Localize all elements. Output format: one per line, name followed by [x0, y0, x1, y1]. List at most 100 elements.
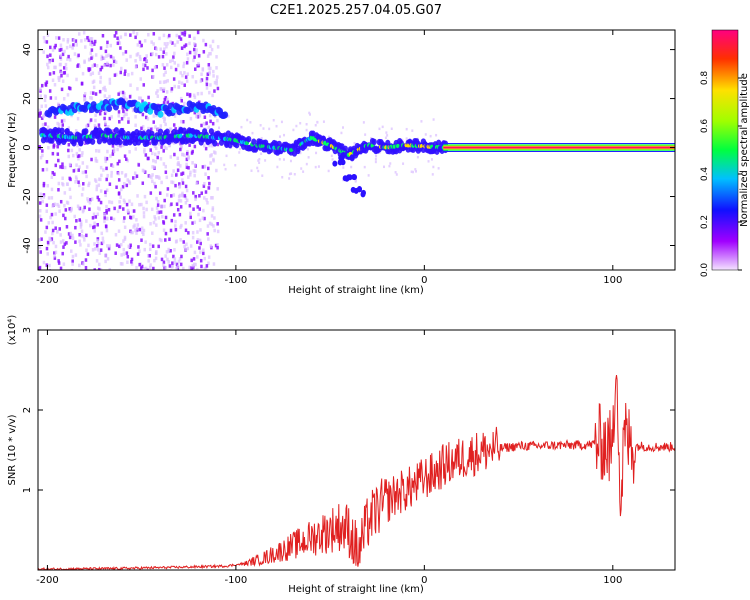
spectrogram-noise-point — [58, 209, 61, 213]
spectrogram-noise-point — [196, 30, 200, 35]
spectrogram-noise-point — [163, 204, 166, 209]
spectrogram-noise-point — [155, 223, 158, 227]
spectrogram-noise-point — [134, 176, 137, 180]
spectrogram-noise-point — [105, 188, 109, 193]
spectrogram-noise-point — [61, 251, 64, 256]
spectrogram-noise-point — [184, 228, 188, 233]
spectrogram-noise-point — [188, 143, 191, 147]
spectrogram-noise-point — [184, 247, 188, 252]
spectrogram-noise-point — [82, 262, 85, 266]
spectrogram-noise-point — [184, 221, 187, 225]
spectrogram-noise-point — [115, 243, 119, 247]
spectrogram-noise-point — [62, 66, 66, 70]
spectrogram-noise-point — [98, 111, 102, 116]
spectrogram-noise-point — [69, 195, 72, 200]
spectrogram-noise-point — [87, 243, 90, 248]
spectrogram-noise-point — [91, 64, 94, 68]
spectrogram-noise-point — [185, 157, 189, 162]
spectrogram-noise-point — [430, 158, 433, 161]
spectrogram-noise-point — [94, 118, 97, 123]
spectrogram-noise-point — [208, 143, 211, 148]
spectrogram-noise-point — [211, 39, 215, 44]
spectrogram-noise-point — [46, 183, 50, 188]
spectrogram-noise-point — [411, 170, 414, 174]
spectrogram-noise-point — [153, 258, 156, 263]
spectrogram-noise-point — [102, 240, 105, 244]
spectrogram-noise-point — [68, 58, 72, 62]
spectrogram-noise-point — [112, 147, 116, 151]
spectrogram-noise-point — [171, 41, 174, 45]
spectrogram-noise-point — [172, 254, 175, 259]
spectrogram-noise-point — [388, 164, 391, 168]
spectrogram-noise-point — [97, 149, 101, 153]
spectrogram-noise-point — [215, 66, 218, 70]
spectrogram-noise-point — [200, 123, 203, 128]
spectrogram-noise-point — [410, 170, 413, 174]
spectrogram-noise-point — [71, 259, 74, 263]
spectrogram-noise-point — [105, 204, 108, 209]
spectrogram-noise-point — [118, 159, 121, 164]
spectrogram-noise-point — [106, 244, 109, 248]
spectrogram-noise-point — [123, 225, 127, 230]
spectrogram-noise-point — [82, 30, 86, 35]
spectrogram-noise-point — [427, 160, 430, 163]
spectrogram-noise-point — [66, 73, 69, 78]
spectrogram-noise-point — [47, 221, 51, 225]
spectrogram-noise-point — [414, 168, 417, 171]
spectrogram-noise-point — [174, 67, 178, 72]
spectrogram-noise-point — [74, 175, 78, 179]
spectrogram-noise-point — [194, 262, 197, 267]
spectrogram-noise-point — [182, 119, 185, 124]
spectrogram-noise-point — [67, 126, 71, 130]
spectrogram-noise-point — [211, 208, 215, 212]
spectrogram-noise-point — [158, 191, 162, 195]
spectrogram-noise-point — [167, 260, 170, 264]
spectrogram-noise-point — [119, 70, 122, 75]
spectrogram-noise-point — [196, 268, 199, 270]
spectrogram-noise-point — [363, 165, 366, 169]
spectrogram-noise-point — [166, 97, 169, 102]
spectrogram-noise-point — [139, 57, 142, 62]
spectrogram-noise-point — [160, 238, 163, 243]
spectrogram-noise-point — [171, 261, 174, 265]
spectrogram-noise-point — [166, 79, 169, 83]
spectrogram-noise-point — [169, 40, 172, 44]
spectrogram-noise-point — [152, 165, 156, 169]
spectrogram-noise-point — [109, 54, 113, 59]
spectrogram-noise-point — [191, 263, 194, 268]
spectrogram-noise-point — [152, 266, 155, 270]
spectrogram-noise-point — [155, 47, 158, 51]
spectrogram-noise-point — [204, 172, 207, 176]
spectrogram-noise-point — [170, 180, 173, 184]
spectrogram-noise-point — [169, 228, 173, 233]
spectrogram-noise-point — [183, 44, 186, 49]
spectrogram-harmonic-point — [157, 110, 164, 118]
spectrogram-noise-point — [202, 143, 206, 148]
spectrogram-noise-point — [53, 202, 57, 207]
spectrogram-noise-point — [76, 143, 79, 148]
spectrogram-noise-point — [122, 247, 126, 252]
spectrogram-noise-point — [89, 95, 92, 100]
spectrogram-noise-point — [78, 263, 81, 268]
spectrogram-noise-point — [79, 225, 83, 229]
spectrogram-noise-point — [207, 166, 210, 171]
spectrogram-y-axis-label: Frequency (Hz) — [7, 112, 18, 188]
spectrogram-noise-point — [120, 66, 123, 71]
spectrogram-noise-point — [80, 193, 84, 197]
spectrogram-noise-point — [66, 201, 70, 205]
spectrogram-noise-point — [67, 148, 70, 153]
spectrogram-noise-point — [180, 119, 183, 124]
spectrogram-noise-point — [45, 80, 49, 84]
spectrogram-noise-point — [93, 268, 96, 270]
spectrogram-noise-point — [234, 163, 237, 167]
spectrogram-noise-point — [208, 113, 212, 118]
x-tick-label: -100 — [225, 275, 248, 286]
spectrogram-noise-point — [179, 238, 182, 242]
spectrogram-noise-point — [193, 163, 197, 167]
spectrogram-noise-point — [59, 57, 63, 61]
spectrogram-noise-point — [85, 248, 88, 252]
spectrogram-noise-point — [198, 218, 202, 223]
y-tick-label: 1 — [22, 487, 33, 493]
spectrogram-noise-point — [62, 38, 65, 42]
spectrogram-noise-point — [197, 53, 201, 58]
